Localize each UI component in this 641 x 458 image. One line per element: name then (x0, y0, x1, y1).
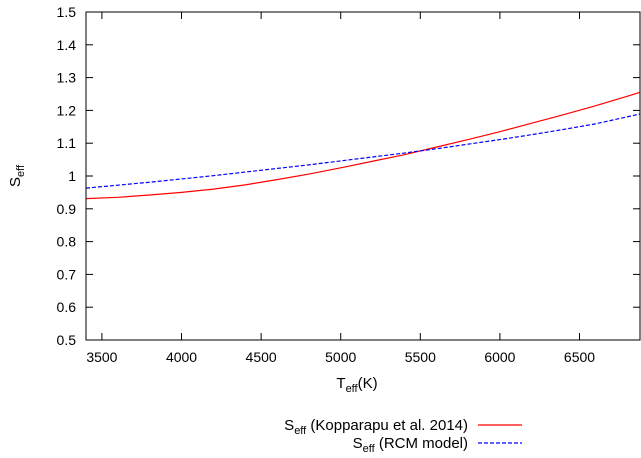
legend: Seff (Kopparapu et al. 2014) Seff (RCM m… (284, 417, 522, 455)
series-lines (85, 91, 641, 200)
legend-label-rcm-model: Seff (RCM model) (353, 435, 468, 455)
y-tick-label: 0.7 (57, 266, 77, 282)
y-tick-label: 1.4 (57, 37, 77, 53)
legend-label-kopparapu: Seff (Kopparapu et al. 2014) (284, 417, 468, 437)
y-tick-label: 0.9 (57, 201, 77, 217)
y-axis-label: Seff (7, 164, 27, 187)
x-tick-label: 3500 (86, 349, 117, 365)
x-tick-label: 4500 (246, 349, 277, 365)
y-tick-label: 0.6 (57, 299, 77, 315)
x-tick-label: 6000 (484, 349, 515, 365)
y-tick-label: 0.5 (57, 332, 77, 348)
plot-frame (85, 11, 641, 341)
x-tick-label: 5500 (405, 349, 436, 365)
tick-marks (86, 11, 640, 341)
series-line-rcm-model (85, 113, 641, 189)
y-tick-label: 1.2 (57, 102, 77, 118)
x-tick-label: 6500 (564, 349, 595, 365)
tick-labels: 0.5 0.6 0.7 0.8 0.9 1 1.1 1.2 1.3 1.4 1.5 3500 4000 4… (57, 4, 596, 365)
y-tick-label: 1 (68, 168, 76, 184)
x-tick-label: 5000 (325, 349, 356, 365)
y-tick-label: 0.8 (57, 234, 77, 250)
x-tick-label: 4000 (166, 349, 197, 365)
y-tick-label: 1.1 (57, 135, 77, 151)
x-axis-label: Teff(K) (336, 375, 377, 395)
series-line-kopparapu (85, 91, 641, 200)
y-tick-label: 1.3 (57, 70, 77, 86)
y-tick-label: 1.5 (57, 4, 77, 20)
